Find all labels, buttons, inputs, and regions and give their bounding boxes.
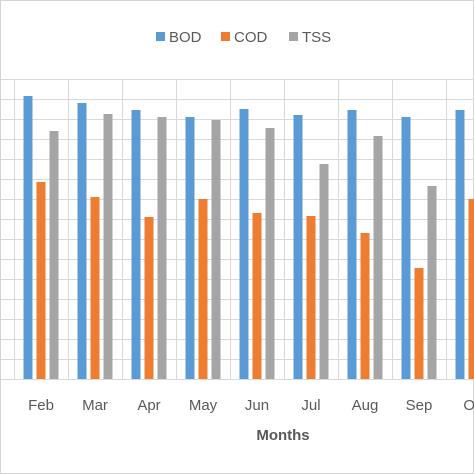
bar-tss-feb [50, 131, 59, 379]
legend: BOD COD TSS [156, 29, 331, 46]
x-tick-label: May [189, 397, 218, 414]
x-tick-label: Feb [28, 397, 54, 414]
legend-label-bod: BOD [169, 29, 202, 46]
legend-label-tss: TSS [302, 29, 331, 46]
x-tick-label: Oc [463, 397, 474, 414]
x-tick-label: Jun [245, 397, 269, 414]
bar-cod-may [199, 199, 208, 379]
bar-tss-may [212, 120, 221, 379]
bar-tss-sep [428, 186, 437, 379]
bar-cod-feb [37, 182, 46, 379]
bar-tss-aug [374, 136, 383, 379]
bar-cod-oc [469, 199, 474, 379]
bar-bod-oc [456, 110, 465, 379]
bar-bod-feb [24, 96, 33, 379]
bar-bod-jul [294, 115, 303, 379]
x-tick-label: Sep [406, 397, 433, 414]
bar-bod-jun [240, 109, 249, 379]
x-tick-labels: Feb Mar Apr May Jun Jul Aug Sep Oc [28, 397, 474, 414]
bar-tss-mar [104, 114, 113, 379]
x-tick-label: Mar [82, 397, 108, 414]
bar-bod-may [186, 117, 195, 379]
bar-cod-mar [91, 197, 100, 379]
bars [24, 96, 474, 379]
x-axis-title: Months [256, 427, 309, 444]
bar-cod-aug [361, 233, 370, 379]
legend-label-cod: COD [234, 29, 268, 46]
legend-swatch-cod [221, 32, 230, 41]
bar-cod-jul [307, 216, 316, 379]
bar-cod-sep [415, 268, 424, 379]
bar-tss-apr [158, 117, 167, 379]
bar-bod-sep [402, 117, 411, 379]
legend-swatch-bod [156, 32, 165, 41]
x-tick-label: Jul [301, 397, 320, 414]
bar-bod-mar [78, 103, 87, 379]
bar-tss-jun [266, 128, 275, 379]
x-tick-label: Apr [137, 397, 160, 414]
x-tick-label: Aug [352, 397, 379, 414]
bar-tss-jul [320, 164, 329, 379]
bar-cod-jun [253, 213, 262, 379]
bar-bod-apr [132, 110, 141, 379]
bar-bod-aug [348, 110, 357, 379]
bar-cod-apr [145, 217, 154, 379]
legend-swatch-tss [289, 32, 298, 41]
